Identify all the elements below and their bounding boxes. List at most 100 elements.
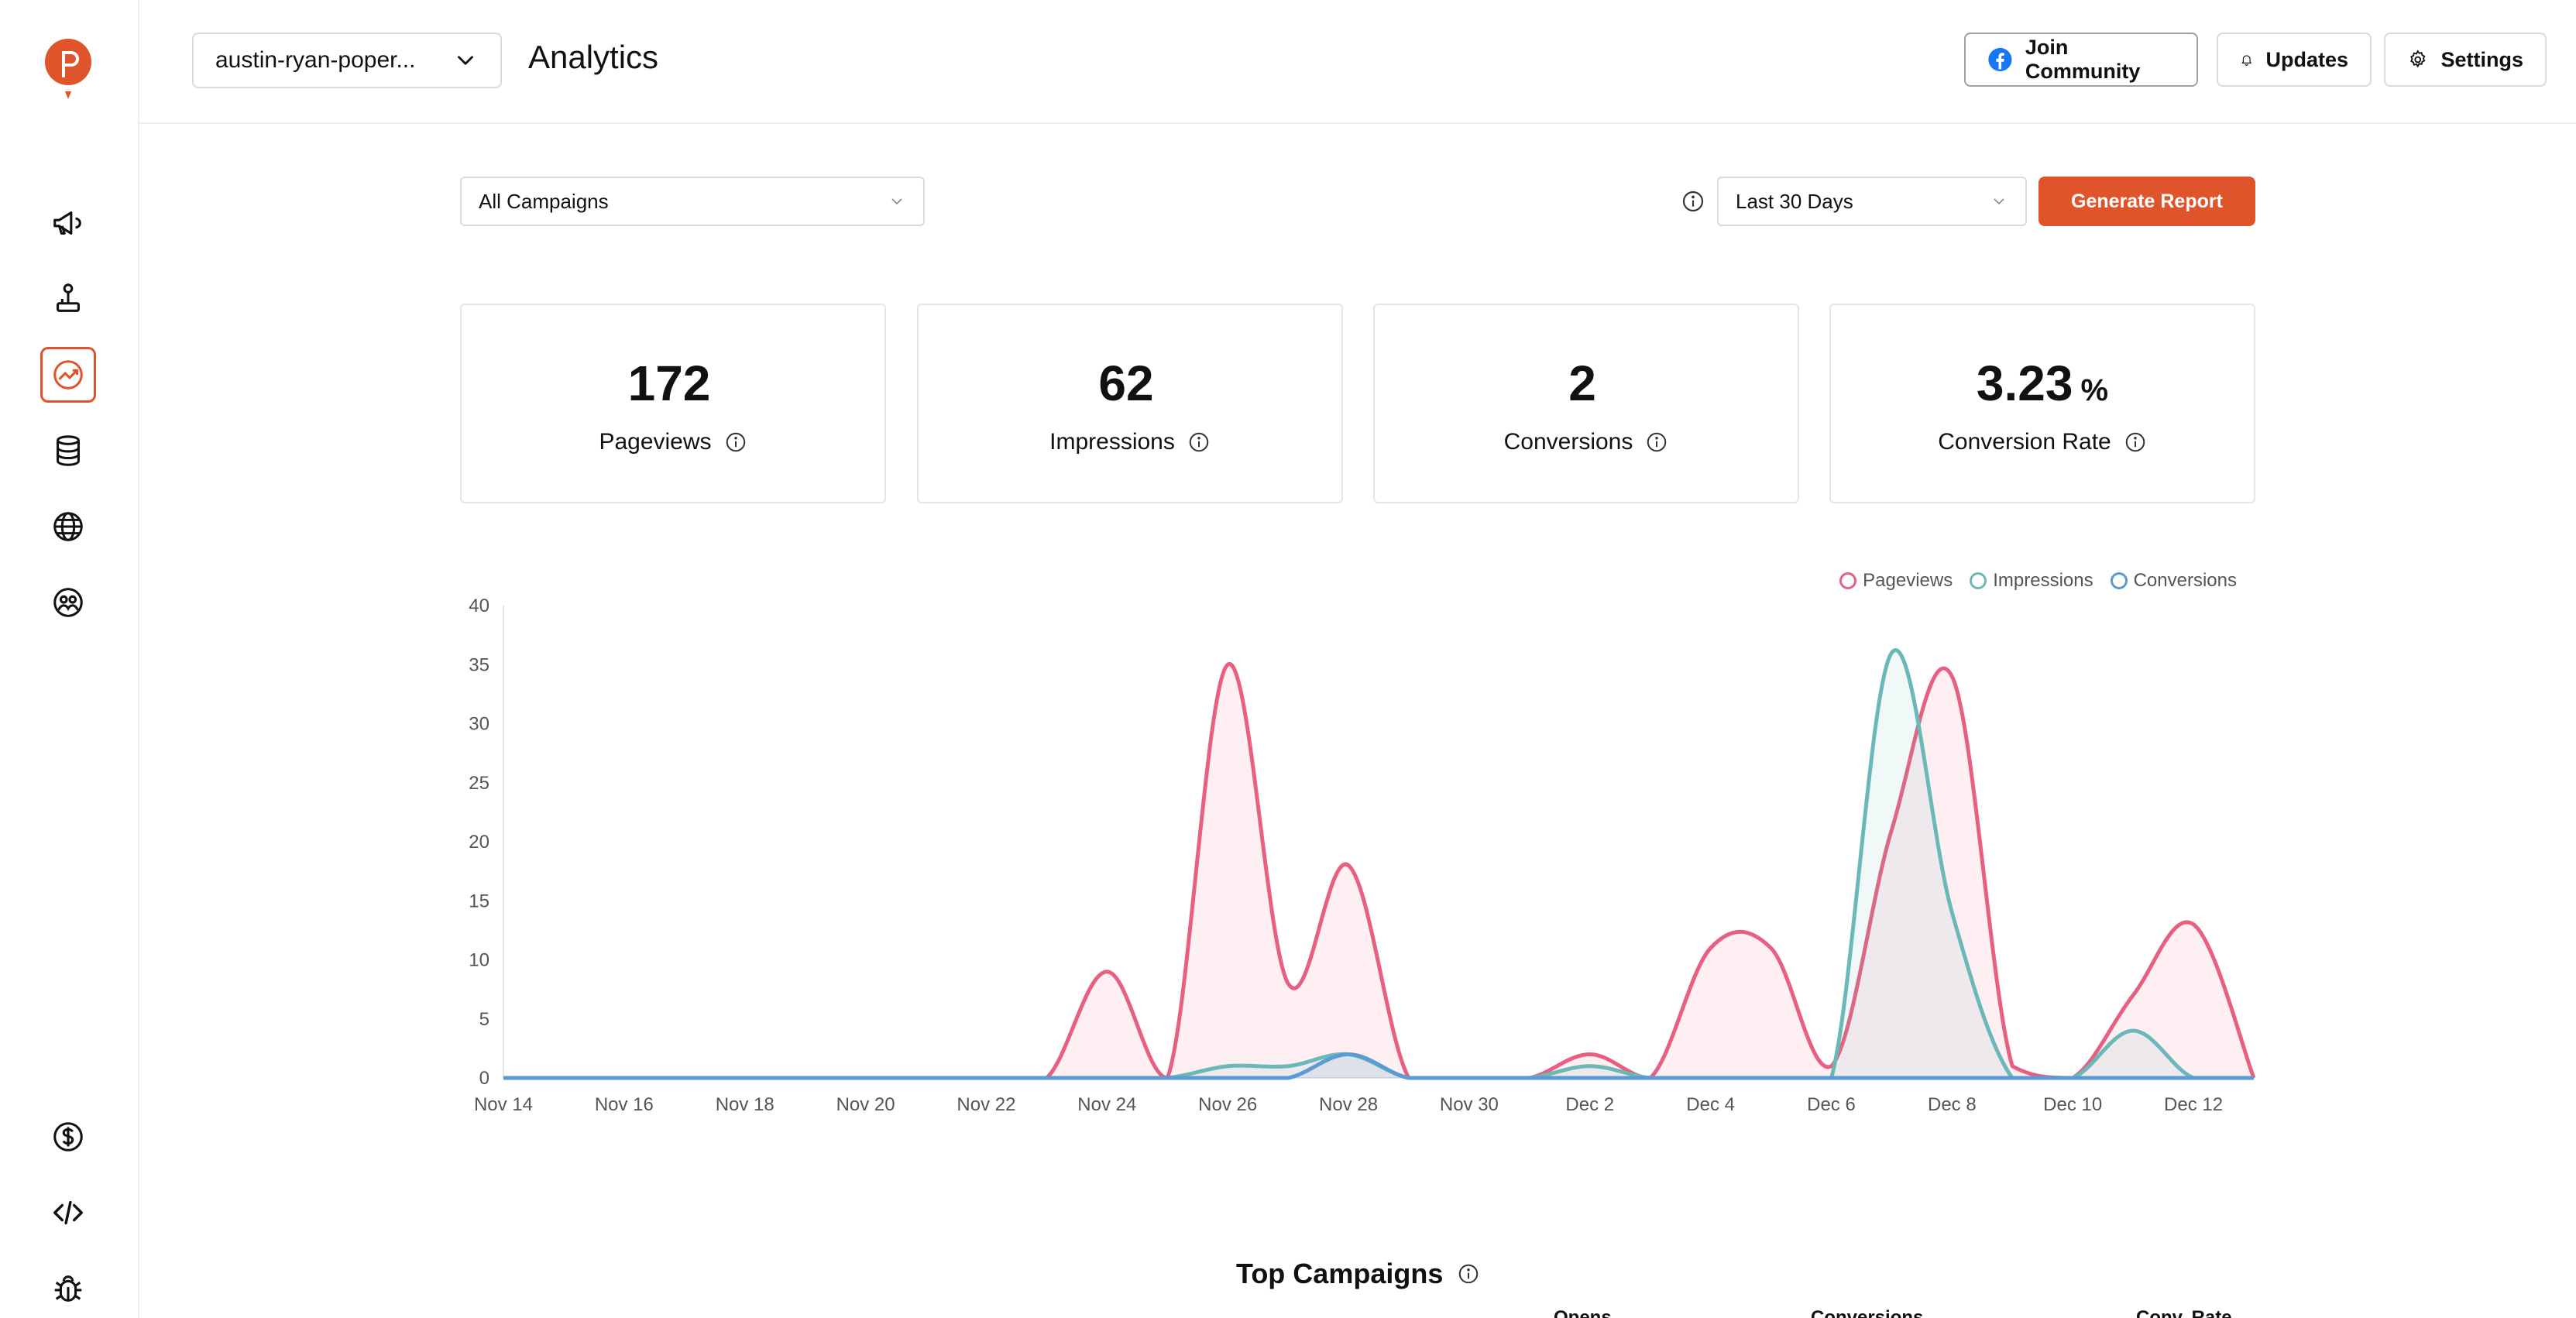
stat-number: 2 (1568, 355, 1596, 411)
info-icon[interactable] (1645, 431, 1668, 454)
column-header-opens[interactable]: Opens (1554, 1307, 1612, 1318)
bell-icon (2241, 55, 2251, 66)
info-icon[interactable] (724, 431, 747, 454)
join-community-label: Join Community (2025, 36, 2141, 83)
campaign-select[interactable]: All Campaigns (460, 177, 925, 226)
y-tick-label: 0 (479, 1068, 489, 1089)
column-header-conv-rate[interactable]: Conv. Rate (2136, 1307, 2232, 1318)
stat-label-row: Conversion Rate (1831, 429, 2254, 455)
x-tick-label: Nov 28 (1319, 1094, 1378, 1115)
x-tick-label: Dec 2 (1565, 1094, 1614, 1115)
settings-button[interactable]: Settings (2384, 33, 2547, 87)
y-tick-label: 10 (469, 950, 489, 971)
x-tick-label: Dec 4 (1686, 1094, 1735, 1115)
stat-value: 172 (462, 355, 884, 412)
x-tick-label: Nov 18 (716, 1094, 775, 1115)
sidebar-item-community[interactable] (40, 575, 96, 630)
stat-number: 3.23 (1976, 355, 2073, 411)
stat-unit: % (2080, 373, 2109, 407)
x-tick-label: Nov 26 (1198, 1094, 1257, 1115)
chevron-down-icon (1994, 198, 2004, 205)
sidebar-item-campaigns[interactable] (40, 195, 96, 251)
legend-label: Conversions (2133, 570, 2237, 591)
info-icon[interactable] (1187, 431, 1211, 454)
info-icon[interactable] (2124, 431, 2147, 454)
sidebar (0, 0, 139, 1318)
date-range-info-icon[interactable] (1681, 189, 1705, 214)
sidebar-item-billing[interactable] (40, 1109, 96, 1165)
legend-label: Impressions (1993, 570, 2093, 591)
gear-icon (2410, 50, 2426, 68)
analytics-icon (53, 360, 83, 390)
updates-label: Updates (2265, 47, 2348, 71)
y-tick-label: 30 (469, 714, 489, 735)
column-header-conversions[interactable]: Conversions (1811, 1307, 1924, 1318)
top-header (139, 0, 2576, 124)
stat-value: 2 (1375, 355, 1798, 412)
joystick-icon (57, 283, 80, 312)
y-tick-label: 35 (469, 654, 489, 675)
join-community-button[interactable]: Join Community (1964, 33, 2198, 87)
workspace-select-value: austin-ryan-poper... (215, 47, 416, 73)
stat-card-conversion-rate: 3.23% Conversion Rate (1829, 304, 2255, 503)
bug-icon (54, 1275, 82, 1302)
legend-label: Pageviews (1863, 570, 1953, 591)
x-tick-label: Nov 20 (836, 1094, 895, 1115)
stat-card-conversions: 2 Conversions (1373, 304, 1799, 503)
page-title: Analytics (528, 39, 659, 75)
sidebar-item-report-bug[interactable] (40, 1261, 96, 1316)
stat-card-impressions: 62 Impressions (917, 304, 1343, 503)
legend-swatch (2110, 572, 2128, 589)
stat-number: 172 (627, 355, 711, 411)
traffic-chart-svg: 0 5 10 15 20 25 30 35 40 Nov 14 Nov 16 Nov 18 Nov 20… (469, 596, 2256, 1115)
legend-swatch (1970, 572, 1987, 589)
stat-label: Conversion Rate (1938, 429, 2111, 455)
stat-value: 3.23% (1831, 355, 2254, 412)
database-icon (57, 435, 80, 466)
chevron-down-icon (458, 56, 473, 65)
stat-label: Impressions (1049, 429, 1175, 455)
chevron-down-icon (891, 198, 902, 205)
chart-legend: Pageviews Impressions Conversions (1839, 570, 2237, 592)
y-tick-label: 25 (469, 773, 489, 794)
legend-item-pageviews[interactable]: Pageviews (1839, 570, 1953, 592)
legend-item-conversions[interactable]: Conversions (2110, 570, 2237, 592)
date-range-select-value: Last 30 Days (1736, 189, 1853, 213)
stat-label-row: Impressions (919, 429, 1341, 455)
workspace-select[interactable]: austin-ryan-poper... (192, 33, 502, 88)
x-tick-label: Nov 30 (1440, 1094, 1499, 1115)
date-range-select[interactable]: Last 30 Days (1717, 177, 2027, 226)
settings-label: Settings (2440, 47, 2523, 71)
x-tick-label: Nov 16 (595, 1094, 654, 1115)
globe-icon (53, 512, 83, 541)
sidebar-item-analytics[interactable] (40, 347, 96, 403)
megaphone-icon (53, 211, 81, 235)
x-tick-label: Nov 24 (1077, 1094, 1136, 1115)
code-icon (53, 1200, 83, 1225)
stat-card-pageviews: 172 Pageviews (460, 304, 886, 503)
top-campaigns-title: Top Campaigns (1236, 1258, 1444, 1289)
generate-report-button[interactable]: Generate Report (2038, 177, 2255, 226)
stat-label-row: Conversions (1375, 429, 1798, 455)
sidebar-item-data[interactable] (40, 423, 96, 479)
x-tick-label: Dec 8 (1928, 1094, 1977, 1115)
stat-label-row: Pageviews (462, 429, 884, 455)
updates-button[interactable]: Updates (2217, 33, 2372, 87)
community-icon (53, 588, 83, 617)
x-tick-label: Dec 12 (2164, 1094, 2223, 1115)
pageviews-area (503, 664, 2254, 1078)
stat-label: Conversions (1503, 429, 1633, 455)
info-icon[interactable] (1457, 1262, 1480, 1285)
y-tick-label: 5 (479, 1009, 489, 1030)
conversions-line (503, 1052, 2254, 1080)
stat-value: 62 (919, 355, 1341, 412)
sidebar-item-domains[interactable] (40, 499, 96, 554)
sidebar-item-developer[interactable] (40, 1185, 96, 1241)
legend-item-impressions[interactable]: Impressions (1970, 570, 2093, 592)
y-tick-label: 40 (469, 596, 489, 616)
y-tick-label: 15 (469, 891, 489, 911)
dollar-icon (53, 1122, 83, 1152)
traffic-chart: Pageviews Impressions Conversions 0 5 10 15 20… (434, 542, 2293, 1131)
app-logo[interactable] (43, 37, 93, 101)
sidebar-item-games[interactable] (40, 271, 96, 327)
